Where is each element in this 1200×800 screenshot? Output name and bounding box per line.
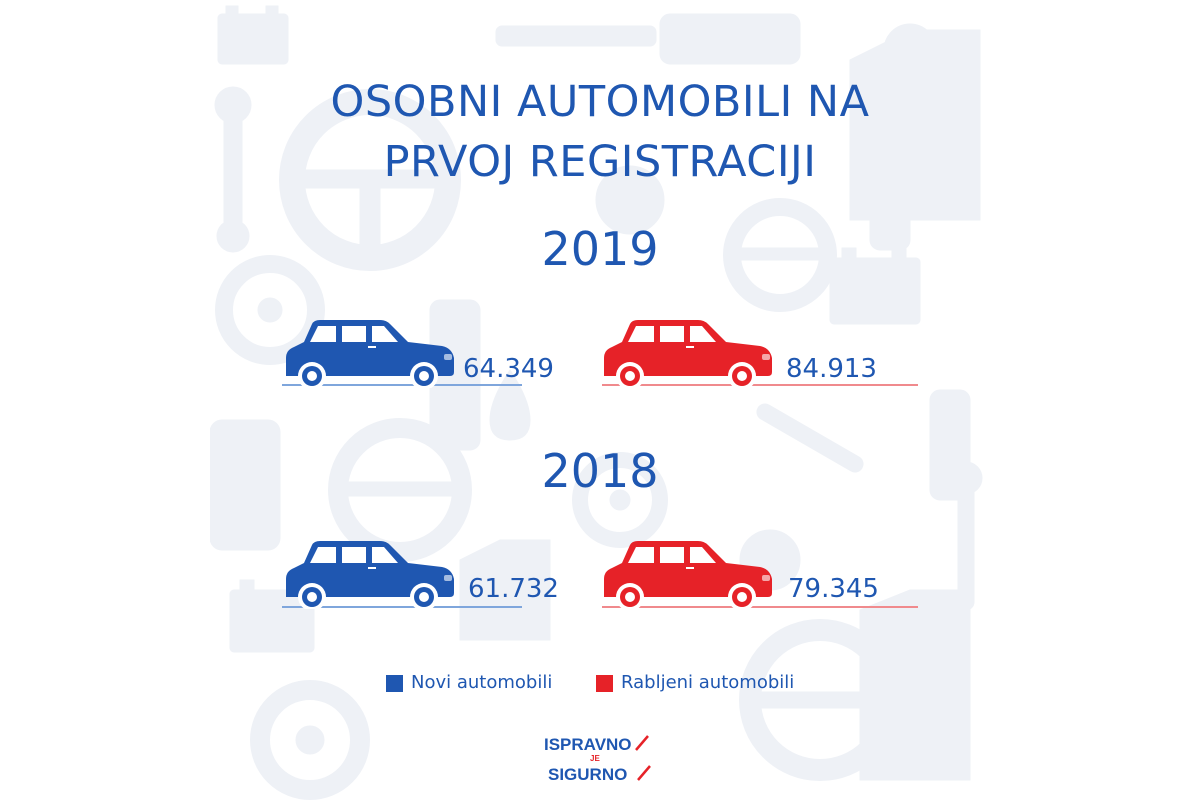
steering-wheel-icon: [279, 89, 461, 271]
logo-slash-2: [637, 765, 651, 781]
logo-middle: JE: [590, 754, 600, 763]
steering-wheel-icon: [723, 198, 837, 312]
baseline-new-2018: [282, 606, 522, 608]
oil-drop-icon: [489, 119, 951, 441]
steering-wheel-icon: [328, 418, 472, 562]
legend-swatch-new: [386, 674, 403, 692]
page-title-line-1: OSOBNI AUTOMOBILI NA: [330, 77, 870, 127]
brake-disc-icon: [572, 452, 668, 548]
baseline-used-2018: [602, 606, 918, 608]
used-cars-value-2018: 79.345: [788, 574, 879, 604]
year-heading-2019: 2019: [541, 222, 659, 276]
background-pattern: [210, 5, 983, 800]
spark-plug-icon: [495, 13, 801, 65]
ispravno-je-sigurno-logo: ISPRAVNO JE SIGURNO: [544, 735, 651, 784]
legend-label-used: Rabljeni automobili: [621, 672, 795, 693]
legend-label-new: Novi automobili: [411, 672, 553, 693]
legend-swatch-used: [596, 674, 613, 692]
wrench-icon: [214, 86, 252, 253]
new-car-icon-2019: [282, 316, 458, 388]
year-heading-2018: 2018: [541, 444, 659, 498]
infographic-panel: OSOBNI AUTOMOBILI NA PRVOJ REGISTRACIJI …: [210, 0, 990, 800]
used-cars-value-2019: 84.913: [786, 354, 877, 384]
new-cars-value-2019: 64.349: [463, 354, 554, 384]
brake-disc-icon: [250, 680, 370, 800]
logo-line-1: ISPRAVNO: [544, 735, 632, 754]
legend-new-cars: Novi automobili: [386, 672, 552, 694]
new-cars-value-2018: 61.732: [468, 574, 559, 604]
used-car-icon-2019: [600, 316, 776, 388]
oil-bottle-icon: [459, 539, 551, 641]
logo-slash-1: [635, 735, 649, 751]
spark-plug-icon: [929, 389, 971, 501]
brake-disc-icon: [215, 255, 325, 365]
battery-icon: [829, 247, 921, 325]
oil-bottle-icon: [859, 589, 971, 781]
used-car-icon-2018: [600, 537, 776, 609]
logo-line-2: SIGURNO: [548, 765, 627, 784]
baseline-used-2019: [602, 384, 918, 386]
wrench-icon: [756, 403, 864, 473]
legend-used-cars: Rabljeni automobili: [596, 672, 794, 694]
baseline-new-2019: [282, 384, 522, 386]
battery-icon: [217, 5, 289, 65]
page-title-line-2: PRVOJ REGISTRACIJI: [383, 137, 817, 187]
new-car-icon-2018: [282, 537, 458, 609]
